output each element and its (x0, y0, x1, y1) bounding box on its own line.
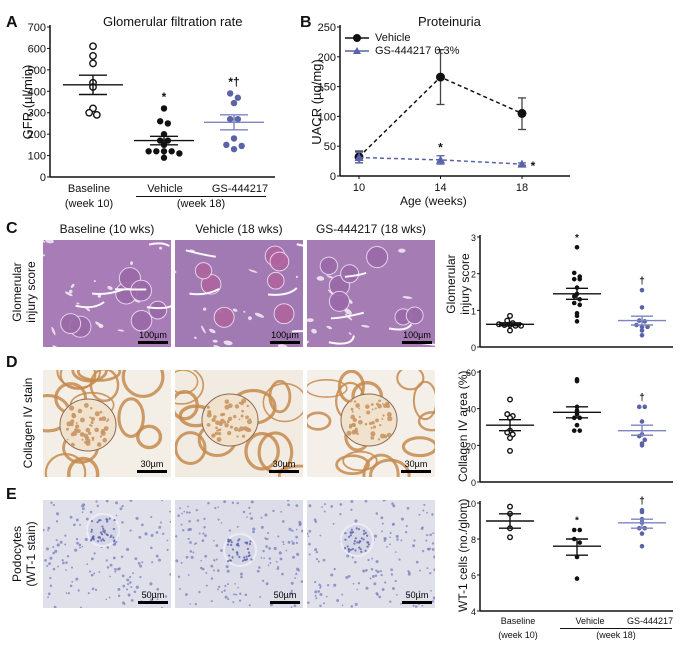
e-label-treatment: GS-444217 (626, 616, 674, 626)
scale-bar-d3: 30µm (401, 459, 431, 473)
svg-text:10: 10 (466, 499, 476, 509)
group-label-treatment: GS-444217 (211, 183, 269, 195)
e-label-vehicle: Vehicle (575, 616, 605, 626)
scale-bar-c2: 100µm (270, 330, 300, 344)
row-label-c: Glomerular injury score (10, 247, 38, 337)
svg-text:700: 700 (28, 22, 46, 34)
svg-text:*†: *† (228, 75, 239, 89)
row-label-e-line2: (WT-1 stain) (24, 521, 38, 587)
svg-text:250: 250 (318, 22, 336, 34)
svg-text:100: 100 (318, 111, 336, 123)
scale-bar-d1: 30µm (137, 459, 167, 473)
group-label-baseline-week: (week 10) (64, 198, 114, 210)
scale-bar-d2: 30µm (269, 459, 299, 473)
micrograph-e-vehicle (175, 500, 303, 608)
svg-text:400: 400 (28, 86, 46, 98)
svg-text:600: 600 (28, 43, 46, 55)
legend-vehicle-label: Vehicle (375, 32, 411, 44)
svg-text:0: 0 (471, 343, 476, 353)
scale-bar-c3: 100µm (402, 330, 432, 344)
micrograph-e-baseline (43, 500, 171, 608)
group-label-vehicle: Vehicle (147, 183, 183, 195)
row-label-d: Collagen IV stain (21, 377, 35, 469)
chart-e: 4 6 8 10 * † (466, 496, 673, 617)
e-week18-bracket (560, 628, 672, 629)
panel-label-d: D (6, 354, 18, 371)
svg-text:10: 10 (353, 182, 365, 194)
row-label-e-line1: Podocytes (10, 525, 24, 583)
svg-text:1: 1 (471, 306, 476, 316)
panel-label-b: B (300, 14, 312, 31)
svg-text:*: * (162, 90, 167, 104)
e-label-week18: (week 18) (596, 630, 636, 640)
row-label-c-line1: Glomerular (10, 262, 24, 322)
scale-bar-e2: 50µm (270, 590, 300, 604)
scale-bar-e3: 50µm (402, 590, 432, 604)
svg-text:4: 4 (471, 607, 476, 617)
micrograph-d-treatment (307, 370, 435, 477)
column-title-baseline: Baseline (10 wks) (59, 222, 155, 236)
svg-text:*: * (438, 141, 443, 155)
group-label-week18: (week 18) (176, 198, 226, 210)
column-title-vehicle: Vehicle (18 wks) (195, 222, 283, 236)
svg-text:*: * (531, 159, 536, 173)
svg-text:8: 8 (471, 535, 476, 545)
svg-text:0: 0 (330, 171, 336, 183)
legend-treatment-label: GS-444217 0.3% (375, 45, 460, 57)
column-title-treatment: GS-444217 (18 wks) (315, 222, 427, 236)
svg-text:18: 18 (516, 182, 528, 194)
svg-text:40: 40 (466, 405, 476, 415)
row-label-e: Podocytes (WT-1 stain) (10, 509, 38, 599)
svg-text:100: 100 (28, 151, 46, 163)
svg-text:*: * (575, 516, 579, 527)
svg-text:14: 14 (434, 182, 446, 194)
svg-text:†: † (639, 393, 645, 404)
e-label-baseline-week: (week 10) (498, 630, 538, 640)
svg-text:50: 50 (324, 141, 336, 153)
micrograph-c-baseline (43, 240, 171, 347)
micrograph-e-treatment (307, 500, 435, 608)
scale-bar-c1: 100µm (138, 330, 168, 344)
group-label-baseline: Baseline (67, 183, 111, 195)
svg-text:20: 20 (466, 441, 476, 451)
svg-text:0: 0 (40, 172, 46, 184)
micrograph-d-baseline (43, 370, 171, 477)
e-label-baseline: Baseline (500, 616, 536, 626)
chart-d: 0 20 40 60 † (466, 368, 673, 488)
chart-a: 0 100 200 300 400 500 600 700 * *† (28, 22, 275, 184)
chart-a-title: Glomerular filtration rate (103, 14, 243, 29)
svg-text:†: † (639, 496, 645, 507)
svg-text:6: 6 (471, 571, 476, 581)
chart-b-title: Proteinuria (418, 14, 481, 29)
svg-text:†: † (639, 276, 645, 287)
panel-label-c: C (6, 220, 18, 237)
svg-text:300: 300 (28, 108, 46, 120)
week18-bracket (136, 196, 266, 197)
chart-b-xlabel: Age (weeks) (400, 194, 467, 208)
svg-text:3: 3 (471, 233, 476, 243)
svg-text:500: 500 (28, 65, 46, 77)
chart-c: 0 1 2 3 * † (471, 233, 673, 353)
svg-text:200: 200 (28, 129, 46, 141)
row-label-c-line2: injury score (24, 261, 38, 323)
svg-text:*: * (575, 233, 579, 244)
scale-bar-e1: 50µm (138, 590, 168, 604)
panel-label-a: A (6, 14, 18, 31)
svg-text:200: 200 (318, 52, 336, 64)
svg-text:60: 60 (466, 368, 476, 378)
micrograph-c-treatment (307, 240, 435, 347)
svg-text:0: 0 (471, 478, 476, 488)
micrograph-c-vehicle (175, 240, 303, 347)
svg-text:150: 150 (318, 82, 336, 94)
panel-label-e: E (6, 486, 17, 503)
svg-text:2: 2 (471, 270, 476, 280)
